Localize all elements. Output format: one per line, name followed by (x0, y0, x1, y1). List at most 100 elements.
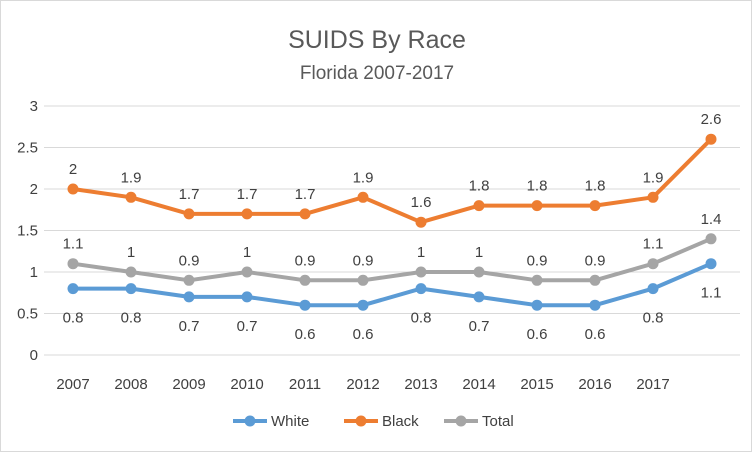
y-tick-label: 0 (30, 347, 38, 364)
white-data-label: 0.8 (411, 310, 432, 327)
total-data-label: 1 (475, 244, 483, 261)
white-data-point (473, 291, 485, 303)
white-data-label: 1.1 (701, 285, 722, 302)
x-tick-label: 2013 (404, 376, 437, 393)
x-tick-label: 2012 (346, 376, 379, 393)
x-tick-label: 2009 (172, 376, 205, 393)
total-legend-marker (455, 415, 467, 427)
white-data-point (125, 283, 137, 295)
white-data-label: 0.7 (469, 318, 490, 335)
black-data-point (589, 200, 601, 212)
total-data-label: 0.9 (295, 252, 316, 269)
white-legend-marker (244, 415, 256, 427)
x-axis-ticks: 2007 2008 2009 2010 2011 2012 2013 2014 2015 2016… (56, 376, 669, 393)
total-data-point (589, 274, 601, 286)
white-data-label: 0.8 (121, 310, 142, 327)
white-data-point (647, 283, 659, 295)
white-data-point (241, 291, 253, 303)
black-data-label: 1.9 (353, 169, 374, 186)
white-data-point (357, 299, 369, 311)
white-data-point (415, 283, 427, 295)
black-data-label: 1.7 (295, 186, 316, 203)
black-data-label: 1.6 (411, 194, 432, 211)
black-data-point (357, 191, 369, 203)
black-data-point (473, 200, 485, 212)
chart-title: SUIDS By Race (288, 26, 466, 54)
y-tick-label: 2 (30, 181, 38, 198)
chart-subtitle: Florida 2007-2017 (300, 63, 454, 84)
total-data-point (647, 258, 659, 270)
total-data-label: 0.9 (179, 252, 200, 269)
black-data-label: 1.9 (121, 169, 142, 186)
white-data-label: 0.7 (179, 318, 200, 335)
total-data-label: 1.1 (643, 236, 664, 253)
black-data-point (183, 208, 195, 220)
white-legend-label: White (271, 413, 309, 430)
white-data-label: 0.6 (353, 326, 374, 343)
total-data-point (705, 233, 717, 245)
total-data-point (125, 266, 137, 278)
series-lines (67, 133, 717, 311)
y-tick-label: 1.5 (17, 223, 38, 240)
legend: White Black Total (233, 413, 514, 430)
white-data-point (67, 283, 79, 295)
black-data-point (125, 191, 137, 203)
total-data-label: 1.4 (701, 211, 722, 228)
white-data-point (531, 299, 543, 311)
white-series-line (71, 261, 713, 308)
data-labels: 0.8 0.8 0.7 0.7 0.6 0.6 0.8 0.7 0.6 0.6 0.8 1.1 2 1.9… (63, 111, 722, 343)
total-data-label: 1 (127, 244, 135, 261)
black-data-label: 1.8 (469, 178, 490, 195)
black-data-label: 1.7 (179, 186, 200, 203)
x-tick-label: 2008 (114, 376, 147, 393)
black-data-point (531, 200, 543, 212)
x-tick-label: 2017 (636, 376, 669, 393)
y-tick-label: 3 (30, 98, 38, 115)
black-data-label: 2.6 (701, 111, 722, 128)
white-data-label: 0.6 (527, 326, 548, 343)
total-data-label: 0.9 (527, 252, 548, 269)
x-tick-label: 2011 (289, 376, 321, 393)
total-data-label: 0.9 (353, 252, 374, 269)
total-data-point (299, 274, 311, 286)
total-data-point (531, 274, 543, 286)
white-data-point (589, 299, 601, 311)
y-tick-label: 2.5 (17, 140, 38, 157)
y-tick-label: 0.5 (17, 306, 38, 323)
x-tick-label: 2007 (56, 376, 89, 393)
total-data-label: 0.9 (585, 252, 606, 269)
gridlines (44, 105, 740, 356)
total-legend-label: Total (482, 413, 514, 430)
black-legend-marker (355, 415, 367, 427)
x-tick-label: 2010 (230, 376, 263, 393)
white-data-label: 0.7 (237, 318, 258, 335)
white-data-point (183, 291, 195, 303)
x-tick-label: 2016 (578, 376, 611, 393)
black-data-point (241, 208, 253, 220)
black-data-point (705, 133, 717, 145)
y-axis-ticks: 0 0.5 1 1.5 2 2.5 3 (17, 98, 38, 364)
black-series-line (71, 137, 713, 225)
white-data-label: 0.8 (643, 310, 664, 327)
black-data-point (415, 216, 427, 228)
total-data-point (183, 274, 195, 286)
total-data-label: 1 (243, 244, 251, 261)
black-legend-label: Black (382, 413, 419, 430)
white-data-label: 0.6 (295, 326, 316, 343)
total-data-label: 1 (417, 244, 425, 261)
black-data-label: 1.8 (585, 178, 606, 195)
white-data-point (299, 299, 311, 311)
black-data-point (647, 191, 659, 203)
total-series-line (71, 236, 713, 283)
x-tick-label: 2014 (462, 376, 495, 393)
white-data-point (705, 258, 717, 270)
x-tick-label: 2015 (520, 376, 553, 393)
white-data-label: 0.8 (63, 310, 84, 327)
white-data-label: 0.6 (585, 326, 606, 343)
black-data-label: 1.9 (643, 169, 664, 186)
total-data-point (473, 266, 485, 278)
black-data-point (67, 183, 79, 195)
total-data-point (241, 266, 253, 278)
